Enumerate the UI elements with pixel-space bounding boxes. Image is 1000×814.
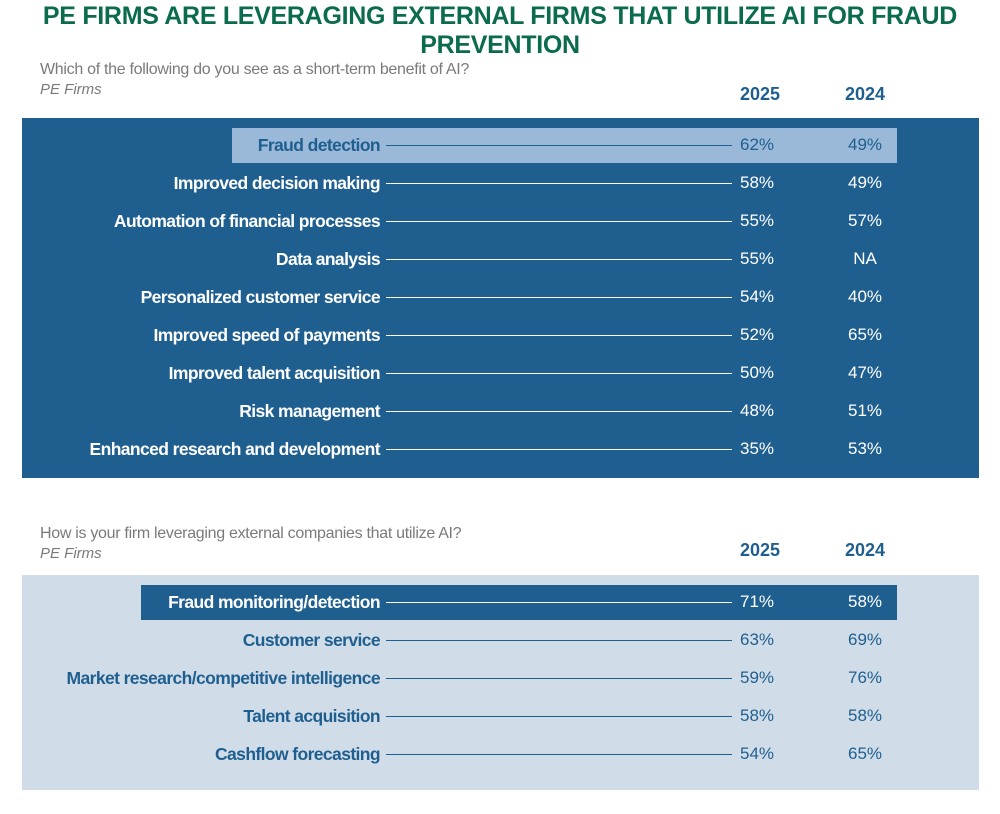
- leader-line: [386, 449, 732, 450]
- table-row: Automation of financial processes 55% 57%: [22, 202, 979, 240]
- value-2025: 63%: [739, 630, 775, 649]
- table-row: Data analysis 55% NA: [22, 240, 979, 278]
- value-2025: 48%: [739, 401, 775, 420]
- table1-col-2025: 2025: [739, 84, 781, 104]
- table2-col-2025: 2025: [739, 540, 781, 560]
- value-2025: 35%: [739, 439, 775, 458]
- value-2025: 52%: [739, 325, 775, 344]
- value-2025: 55%: [739, 211, 775, 230]
- table-row: Improved speed of payments 52% 65%: [22, 316, 979, 354]
- value-2025: 55%: [739, 249, 775, 268]
- table-row: Market research/competitive intelligence…: [22, 659, 979, 697]
- row-label: Data analysis: [275, 249, 381, 269]
- value-2024: 76%: [847, 668, 883, 687]
- value-2024: 47%: [847, 363, 883, 382]
- table2-subtitle: PE Firms: [40, 545, 102, 562]
- value-2024: 57%: [847, 211, 883, 230]
- value-2025: 59%: [739, 668, 775, 687]
- leader-line: [386, 602, 732, 603]
- value-2024: 65%: [847, 325, 883, 344]
- leader-line: [386, 145, 732, 146]
- row-label: Talent acquisition: [243, 706, 380, 726]
- row-label: Market research/competitive intelligence: [66, 668, 381, 688]
- table2-col-2024: 2024: [844, 540, 886, 560]
- value-2025: 54%: [739, 287, 775, 306]
- value-2025: 58%: [739, 706, 775, 725]
- row-label: Improved decision making: [173, 173, 381, 193]
- leader-line: [386, 640, 732, 641]
- leader-line: [386, 335, 732, 336]
- table1-subtitle: PE Firms: [40, 81, 102, 98]
- table-row: Improved talent acquisition 50% 47%: [22, 354, 979, 392]
- value-2025: 58%: [739, 173, 775, 192]
- table1-question: Which of the following do you see as a s…: [40, 61, 470, 78]
- table-row: Fraud detection 62% 49%: [22, 126, 979, 164]
- table2-question: How is your firm leveraging external com…: [40, 525, 462, 542]
- row-label: Improved talent acquisition: [168, 363, 381, 383]
- table-row: Improved decision making 58% 49%: [22, 164, 979, 202]
- table1-panel: Fraud detection 62% 49% Improved decision m…: [22, 118, 979, 478]
- value-2024: 49%: [847, 173, 883, 192]
- value-2024: 40%: [847, 287, 883, 306]
- table-row: Customer service 63% 69%: [22, 621, 979, 659]
- table2-panel: Fraud monitoring/detection 71% 58% Customer…: [22, 575, 979, 790]
- row-label: Improved speed of payments: [153, 325, 380, 345]
- value-2025: 71%: [739, 592, 775, 611]
- value-2025: 50%: [739, 363, 775, 382]
- table-row: Talent acquisition 58% 58%: [22, 697, 979, 735]
- page-title: PE FIRMS ARE LEVERAGING EXTERNAL FIRMS T…: [42, 2, 958, 59]
- row-label: Risk management: [239, 401, 380, 421]
- value-2024: 58%: [847, 592, 883, 611]
- value-2024: 65%: [847, 744, 883, 763]
- table-row: Fraud monitoring/detection 71% 58%: [22, 583, 979, 621]
- table1-col-2024: 2024: [844, 84, 886, 104]
- leader-line: [386, 754, 732, 755]
- leader-line: [386, 259, 732, 260]
- table-row: Enhanced research and development 35% 53%: [22, 430, 979, 468]
- leader-line: [386, 183, 732, 184]
- leader-line: [386, 716, 732, 717]
- leader-line: [386, 221, 732, 222]
- value-2024: 53%: [847, 439, 883, 458]
- row-label: Fraud monitoring/detection: [168, 592, 381, 612]
- value-2024: 69%: [847, 630, 883, 649]
- leader-line: [386, 297, 732, 298]
- value-2024: NA: [853, 249, 877, 268]
- row-label: Enhanced research and development: [89, 439, 381, 459]
- row-label: Automation of financial processes: [113, 211, 381, 231]
- value-2024: 49%: [847, 135, 883, 154]
- row-label: Cashflow forecasting: [215, 744, 381, 764]
- value-2025: 62%: [739, 135, 775, 154]
- row-label: Personalized customer service: [140, 287, 381, 307]
- leader-line: [386, 678, 732, 679]
- value-2024: 58%: [847, 706, 883, 725]
- table-row: Cashflow forecasting 54% 65%: [22, 735, 979, 773]
- value-2025: 54%: [739, 744, 775, 763]
- row-label: Fraud detection: [257, 135, 381, 155]
- table-row: Personalized customer service 54% 40%: [22, 278, 979, 316]
- row-label: Customer service: [242, 630, 381, 650]
- leader-line: [386, 373, 732, 374]
- value-2024: 51%: [847, 401, 883, 420]
- table-row: Risk management 48% 51%: [22, 392, 979, 430]
- leader-line: [386, 411, 732, 412]
